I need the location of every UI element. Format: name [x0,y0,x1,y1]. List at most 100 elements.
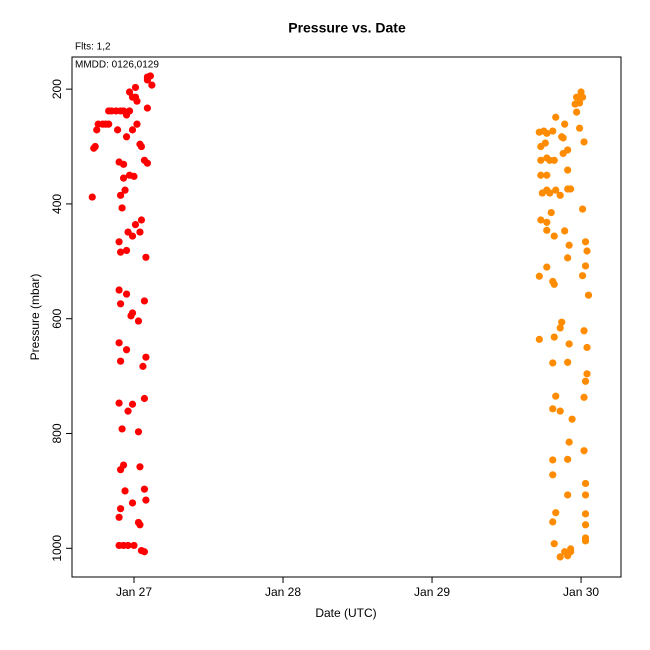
point [142,496,150,504]
point [115,399,123,407]
point [541,139,549,147]
point [564,166,572,174]
point [116,505,125,513]
point [537,216,545,224]
point [561,120,569,128]
point [116,300,125,308]
point [549,127,557,135]
point [137,142,146,151]
y-tick-label: 800 [50,423,64,443]
point [581,510,590,518]
point [565,340,573,348]
point [543,226,551,234]
point [131,220,140,229]
point [116,357,125,365]
plot-frame [71,56,622,578]
point [549,518,557,526]
point [565,438,573,446]
point [552,392,560,400]
point [128,232,137,240]
point [124,407,132,415]
point [114,126,122,134]
point [556,407,564,415]
y-tick-label: 200 [50,79,64,99]
point [136,521,144,529]
point [550,540,558,548]
point [119,461,128,469]
point [148,81,156,89]
point [537,171,545,179]
point [581,377,590,385]
point [543,129,551,137]
point [543,218,551,226]
point [140,485,149,493]
point [578,272,587,280]
point [552,113,560,121]
chart-title: Pressure vs. Date [288,20,406,36]
point [115,513,123,521]
x-tick-label: Jan 30 [563,585,599,599]
point [130,541,138,550]
point [131,93,140,101]
point [567,545,575,553]
point [127,312,135,320]
point [561,227,569,235]
point [140,548,149,556]
point [130,172,138,180]
point [139,362,147,370]
point [131,83,140,92]
x-tick-label: Jan 28 [265,585,301,599]
point [550,280,558,288]
point [552,509,560,517]
point [578,93,587,101]
point [128,126,137,134]
point [556,324,564,332]
point [559,134,567,142]
point [122,290,131,298]
point [552,186,560,194]
point [128,400,137,408]
point [134,317,143,325]
point [137,216,146,224]
point [143,159,152,167]
point [580,138,588,146]
subtitle: Flts: 1,2 [75,42,111,53]
point [128,499,137,507]
point [133,120,141,128]
point [583,343,591,352]
point [580,327,588,335]
point [549,456,557,464]
x-axis-label: Date (UTC) [315,606,376,620]
point [140,297,149,305]
y-tick-label: 400 [50,194,64,214]
point [581,521,590,529]
point [116,191,125,199]
point [93,126,101,134]
point [564,455,572,463]
point [571,100,579,108]
point [118,425,126,433]
point [121,487,129,495]
x-tick-label: Jan 27 [116,585,152,599]
point [122,246,131,255]
point [125,107,134,115]
point [549,359,557,367]
y-axis-label: Pressure (mbar) [28,274,42,361]
point [572,93,581,101]
point [140,394,149,403]
point [136,228,144,236]
annotation: MMDD: 0126,0129 [75,60,159,71]
point [115,286,123,294]
point [122,133,131,141]
point [134,428,143,436]
point [581,537,590,545]
point [580,393,588,401]
point [564,491,572,499]
point [115,339,123,347]
point [556,191,564,199]
point [136,463,144,471]
point [119,160,128,168]
point [88,193,96,201]
point [124,541,132,550]
